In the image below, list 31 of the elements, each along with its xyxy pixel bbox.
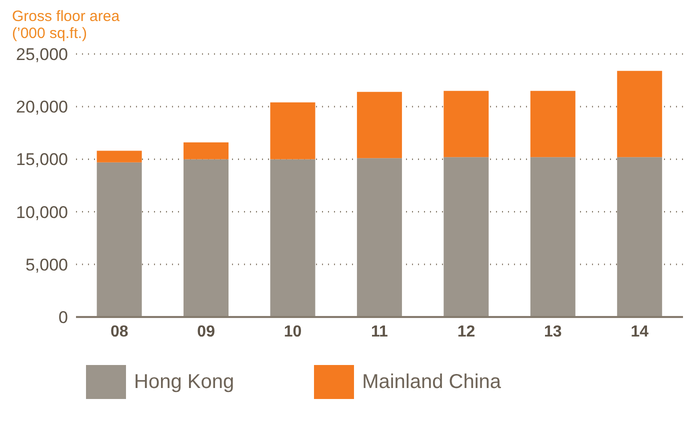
chart-title: Gross floor area	[11, 8, 121, 25]
bar	[444, 157, 489, 317]
bar	[184, 142, 229, 160]
y-tick-label: 15,000	[16, 150, 68, 170]
bar	[617, 70, 662, 158]
x-tick-label: 08	[110, 323, 128, 340]
legend-label: Mainland China	[362, 370, 502, 394]
bar	[356, 158, 402, 317]
x-tick-label: 09	[197, 323, 216, 340]
y-tick-label: 20,000	[16, 98, 68, 117]
bar	[270, 102, 316, 160]
x-tick-label: 10	[284, 323, 302, 340]
bar	[530, 157, 576, 317]
legend-label: Hong Kong	[134, 370, 234, 394]
y-axis-title: (’000 sq.ft.)	[11, 25, 88, 42]
bar	[184, 159, 229, 317]
x-tick-label: 11	[371, 323, 388, 340]
x-tick-label: 14	[630, 323, 649, 340]
bar	[96, 162, 142, 317]
y-tick-label: 0	[58, 308, 68, 328]
x-tick-label: 13	[544, 323, 562, 340]
y-tick-label: 5,000	[25, 255, 68, 274]
y-tick-label: 25,000	[16, 45, 68, 64]
bar	[270, 159, 316, 317]
y-tick-label: 10,000	[16, 202, 68, 222]
bar	[444, 90, 489, 158]
x-tick-label: 12	[457, 323, 476, 340]
bar	[356, 92, 402, 158]
bar	[617, 157, 662, 317]
bar	[530, 90, 576, 158]
bar	[96, 150, 142, 162]
